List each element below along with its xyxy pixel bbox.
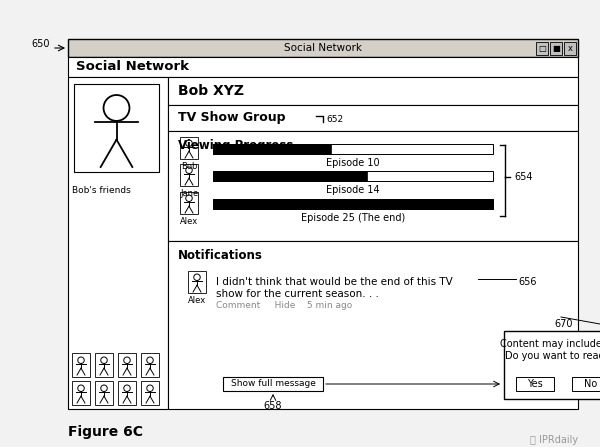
Text: 656: 656 — [518, 277, 536, 287]
Bar — [141, 353, 159, 377]
Text: 650: 650 — [32, 39, 50, 49]
Bar — [213, 171, 367, 181]
Text: Content may include a spoiler.
Do you want to read it now?: Content may include a spoiler. Do you wa… — [499, 339, 600, 361]
Bar — [74, 84, 159, 172]
Text: Comment     Hide    5 min ago: Comment Hide 5 min ago — [216, 301, 352, 310]
Bar — [168, 131, 578, 241]
Text: Social Network: Social Network — [76, 60, 189, 73]
Text: 654: 654 — [514, 172, 533, 181]
Text: Yes: Yes — [527, 379, 543, 389]
Text: Alex: Alex — [180, 217, 198, 226]
Text: 652: 652 — [326, 115, 343, 125]
Text: TV Show Group: TV Show Group — [178, 111, 286, 125]
Bar — [180, 192, 198, 214]
Bar — [213, 144, 331, 154]
Bar — [68, 57, 578, 77]
Text: Bob's friends: Bob's friends — [72, 186, 131, 195]
Bar — [68, 39, 578, 57]
Bar — [516, 377, 554, 391]
Bar — [72, 353, 90, 377]
Text: show for the current season. . .: show for the current season. . . — [216, 289, 379, 299]
Text: Episode 25 (The end): Episode 25 (The end) — [301, 213, 405, 223]
Text: No: No — [584, 379, 598, 389]
Text: Episode 10: Episode 10 — [326, 158, 380, 168]
Text: I didn't think that would be the end of this TV: I didn't think that would be the end of … — [216, 277, 453, 287]
Bar — [118, 353, 136, 377]
Bar — [504, 331, 600, 399]
Bar — [536, 42, 548, 55]
Bar — [168, 241, 578, 409]
Bar — [213, 171, 493, 181]
Bar — [223, 377, 323, 391]
Bar — [118, 381, 136, 405]
Text: Figure 6C: Figure 6C — [68, 425, 143, 439]
Bar — [72, 381, 90, 405]
Text: 🐾 IPRdaily: 🐾 IPRdaily — [530, 435, 578, 445]
Bar — [95, 353, 113, 377]
Bar — [564, 42, 576, 55]
Bar — [141, 381, 159, 405]
Bar — [180, 137, 198, 159]
Text: 658: 658 — [264, 401, 282, 411]
Text: Viewing Progress: Viewing Progress — [178, 139, 293, 152]
Bar — [213, 199, 493, 209]
Bar — [95, 381, 113, 405]
Text: Show full message: Show full message — [230, 380, 316, 388]
Text: ■: ■ — [552, 44, 560, 53]
Bar — [188, 271, 206, 293]
Text: x: x — [568, 44, 572, 53]
Text: Episode 14: Episode 14 — [326, 185, 380, 195]
Text: Social Network: Social Network — [284, 43, 362, 53]
Text: Bob XYZ: Bob XYZ — [178, 84, 244, 98]
Text: Notifications: Notifications — [178, 249, 263, 262]
Bar — [180, 164, 198, 186]
Text: 670: 670 — [554, 319, 573, 329]
Bar — [213, 199, 493, 209]
Text: Bob: Bob — [181, 162, 197, 171]
Bar — [168, 105, 578, 131]
Text: □: □ — [538, 44, 546, 53]
Bar — [168, 77, 578, 105]
Bar — [572, 377, 600, 391]
Bar — [213, 144, 493, 154]
Bar — [68, 77, 168, 409]
Text: Jane: Jane — [180, 189, 198, 198]
Bar — [550, 42, 562, 55]
Text: Alex: Alex — [188, 296, 206, 305]
